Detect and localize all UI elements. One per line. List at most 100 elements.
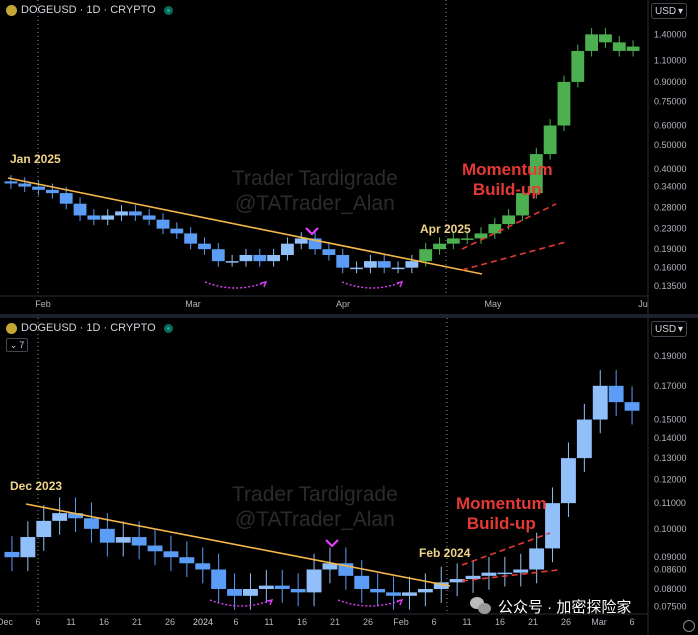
candle-body: [417, 588, 433, 593]
chart-canvas-2024[interactable]: 0.19000 0.17000 0.15000 0.14000 0.13000 0.120…: [0, 318, 698, 635]
price-tick-label: 0.19000: [654, 351, 687, 361]
candle-body: [402, 592, 417, 596]
candle-body: [227, 588, 242, 596]
time-tick-label: 6: [629, 617, 634, 627]
doge-coin-icon: [6, 4, 17, 16]
candle-body: [502, 215, 516, 225]
price-tick-label: 0.50000: [654, 140, 687, 150]
rounding-arrow: [341, 281, 403, 289]
candle-body: [419, 249, 433, 262]
candle-body: [322, 249, 336, 255]
candle-body: [163, 551, 179, 558]
price-tick-label: 0.07500: [654, 601, 687, 611]
market-status-icon: [163, 323, 173, 333]
candle-body: [336, 254, 350, 268]
price-tick-label: 0.75000: [654, 96, 687, 106]
candle-body: [433, 243, 446, 250]
candle-body: [211, 569, 227, 589]
candle-body: [529, 154, 543, 194]
candle-body: [84, 518, 99, 529]
chart-panel-2024[interactable]: 0.19000 0.17000 0.15000 0.14000 0.13000 0.120…: [0, 318, 698, 635]
candle-body: [99, 528, 115, 543]
candle-body: [281, 243, 294, 255]
candle-body: [545, 503, 560, 549]
symbol-header[interactable]: DOGEUSD · 1D · CRYPTO: [6, 4, 173, 16]
price-tick-label: 0.60000: [654, 120, 687, 130]
candle-body: [258, 585, 274, 589]
watermark-line: @TATrader_Alan: [234, 192, 395, 215]
candle-body: [243, 588, 258, 596]
candle-body: [142, 215, 156, 220]
price-tick-label: 0.14000: [654, 433, 687, 443]
time-tick-label: 26: [363, 617, 373, 627]
check-mark-icon: [325, 539, 339, 548]
currency-label: USD: [655, 323, 677, 335]
indicators-toggle[interactable]: ⌄ 7: [6, 338, 28, 352]
symbol-header[interactable]: DOGEUSD · 1D · CRYPTO: [6, 322, 173, 334]
candle-body: [543, 125, 557, 155]
time-tick-label: 21: [528, 617, 538, 627]
candle-body: [306, 569, 322, 593]
time-tick-label: 6: [431, 617, 436, 627]
candle-body: [36, 520, 52, 538]
candle-body: [386, 592, 401, 596]
time-tick-label: Mar: [185, 299, 201, 309]
time-tick-label: 11: [264, 617, 273, 627]
price-tick-label: 0.08000: [654, 584, 687, 594]
watermark: Trader Tardigrade @TATrader_Alan: [232, 166, 398, 216]
indicator-count: 7: [19, 340, 25, 350]
arrow-head-icon: [266, 599, 274, 606]
time-tick-label: Apr: [336, 299, 350, 309]
settings-icon[interactable]: [683, 620, 695, 632]
arrow-head-icon: [396, 281, 404, 288]
time-tick-label: Feb: [35, 299, 51, 309]
price-tick-label: 0.10000: [654, 524, 687, 534]
time-tick-label: 26: [165, 617, 175, 627]
time-tick-label: 16: [495, 617, 505, 627]
chart-canvas-2025[interactable]: 1.40000 1.10000 0.90000 0.75000 0.60000 0.500…: [0, 0, 698, 314]
arrow-head-icon: [260, 281, 268, 288]
candle-body: [131, 537, 147, 546]
candle-body: [626, 46, 640, 51]
candle-body: [4, 181, 18, 184]
watermark-line: @TATrader_Alan: [234, 508, 395, 531]
candle-body: [449, 579, 465, 583]
price-tick-label: 1.40000: [654, 29, 687, 39]
momentum-label: Momentum Build-up: [456, 494, 547, 534]
currency-selector[interactable]: USD ▾: [651, 321, 687, 337]
time-tick-label: 26: [561, 617, 571, 627]
candle-body: [585, 34, 599, 51]
momentum-wedge-line: [461, 569, 559, 582]
time-tick-label: 6: [35, 617, 40, 627]
candle-body: [363, 261, 377, 268]
momentum-line: Momentum: [462, 160, 553, 179]
start-date-label: Jan 2025: [10, 152, 61, 166]
candle-body: [481, 572, 497, 576]
candle-body: [45, 189, 59, 194]
candle-body: [52, 513, 68, 521]
price-tick-label: 0.16000: [654, 263, 687, 273]
chart-panel-2025[interactable]: 1.40000 1.10000 0.90000 0.75000 0.60000 0.500…: [0, 0, 698, 314]
candle-body: [115, 211, 128, 216]
price-tick-label: 0.28000: [654, 202, 687, 212]
rounding-arrow: [204, 281, 267, 289]
candle-body: [322, 563, 338, 570]
chevron-down-icon: ▾: [677, 323, 683, 335]
candle-body: [59, 193, 73, 204]
candle-body: [267, 254, 281, 262]
price-tick-label: 0.34000: [654, 182, 687, 192]
candle-body: [391, 267, 405, 270]
candle-body: [446, 238, 460, 244]
time-tick-label: Ju: [638, 299, 648, 309]
time-tick-label: 6: [233, 617, 238, 627]
watermark-line: Trader Tardigrade: [232, 483, 398, 506]
candle-body: [115, 537, 131, 543]
candle-body: [592, 385, 608, 420]
breakout-date-label: Feb 2024: [419, 546, 471, 560]
panel-divider[interactable]: [0, 314, 698, 318]
descending-trendline: [25, 503, 451, 587]
currency-selector[interactable]: USD ▾: [651, 3, 687, 19]
time-tick-label: 21: [132, 617, 142, 627]
candle-body: [561, 458, 576, 504]
price-tick-label: 0.19000: [654, 244, 687, 254]
